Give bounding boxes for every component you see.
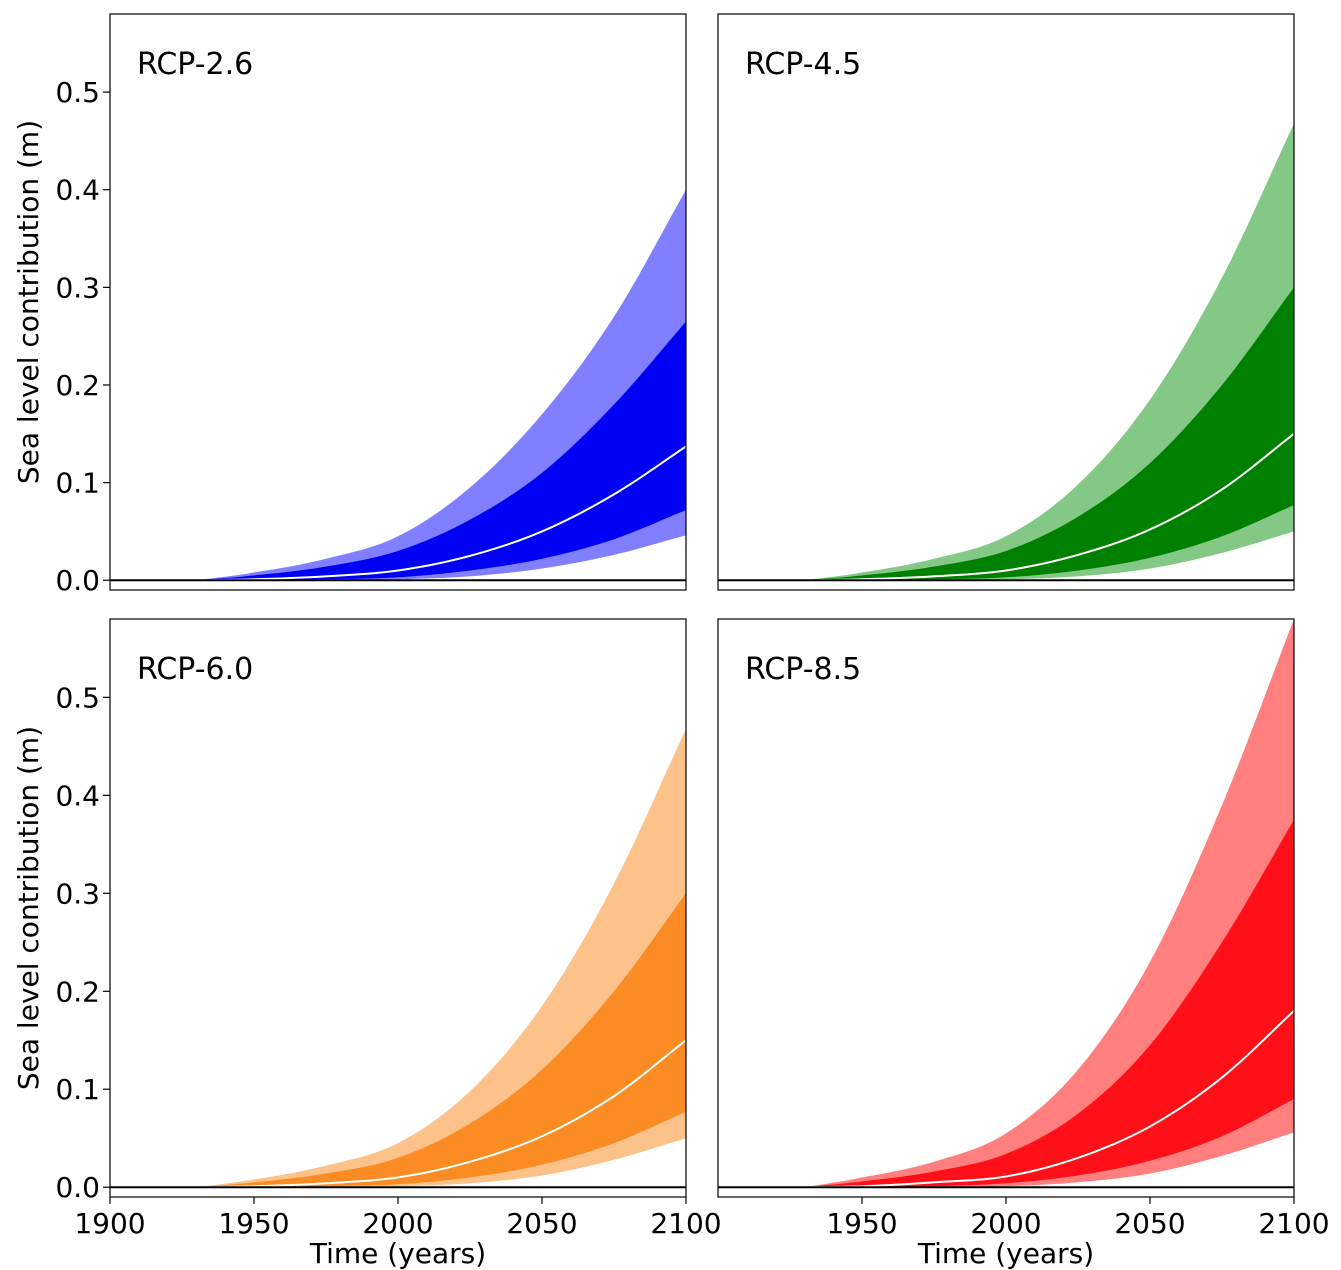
x-axis-label: Time (years) — [917, 1237, 1094, 1270]
panel-title: RCP-6.0 — [137, 652, 253, 687]
x-tick-label: 2050 — [506, 1207, 577, 1240]
median-line — [804, 433, 1294, 582]
chart-panel-3: RCP-6.0 0.0 0.1 0.2 0.3 0.4 0.5 1900 1950 2000 205… — [12, 618, 722, 1270]
x-tick-label: 1950 — [826, 1207, 897, 1240]
y-tick-label: 0.5 — [55, 681, 100, 714]
x-axis-label: Time (years) — [309, 1237, 486, 1270]
y-tick-label: 0.3 — [55, 877, 100, 910]
inner-range-band — [196, 321, 686, 581]
y-tick-label: 0.2 — [55, 975, 100, 1008]
y-tick-label: 0.1 — [55, 1073, 100, 1106]
y-tick-label: 0.2 — [55, 369, 100, 402]
x-tick-label: 2050 — [1114, 1207, 1185, 1240]
plot-frame — [109, 13, 687, 591]
x-tick-label: 2100 — [1258, 1207, 1329, 1240]
median-line — [196, 1039, 686, 1189]
x-tick-label: 2000 — [362, 1207, 433, 1240]
panel-title: RCP-8.5 — [745, 652, 861, 687]
inner-range-band — [804, 287, 1294, 581]
x-tick-label: 2000 — [970, 1207, 1041, 1240]
chart-panel-1: RCP-2.6 0.0 0.1 0.2 0.3 0.4 0.5 Sea level contr… — [12, 13, 687, 597]
median-line — [196, 445, 686, 582]
plot-area — [804, 619, 1294, 1189]
plot-area — [196, 728, 686, 1189]
y-tick-label: 0.0 — [55, 564, 100, 597]
inner-range-band — [196, 893, 686, 1188]
chart-panel-2: RCP-4.5 — [717, 13, 1295, 591]
panel-title: RCP-4.5 — [745, 47, 861, 82]
y-tick-label: 0.4 — [55, 174, 100, 207]
y-axis-label: Sea level contribution (m) — [12, 726, 45, 1090]
y-tick-label: 0.4 — [55, 779, 100, 812]
x-tick-label: 1900 — [74, 1207, 145, 1240]
y-tick-label: 0.3 — [55, 271, 100, 304]
y-axis-label: Sea level contribution (m) — [12, 120, 45, 484]
chart-panel-4: RCP-8.5 1950 2000 2050 2100 Time (years) — [717, 618, 1330, 1270]
y-tick-label: 0.5 — [55, 76, 100, 109]
plot-area — [196, 189, 686, 582]
panel-title: RCP-2.6 — [137, 47, 253, 82]
inner-range-band — [804, 819, 1294, 1188]
y-tick-label: 0.1 — [55, 467, 100, 500]
x-tick-label: 2100 — [650, 1207, 721, 1240]
x-tick-label: 1950 — [218, 1207, 289, 1240]
plot-frame — [717, 13, 1295, 591]
y-tick-label: 0.0 — [55, 1171, 100, 1204]
plot-area — [804, 123, 1294, 582]
median-line — [804, 1010, 1294, 1189]
